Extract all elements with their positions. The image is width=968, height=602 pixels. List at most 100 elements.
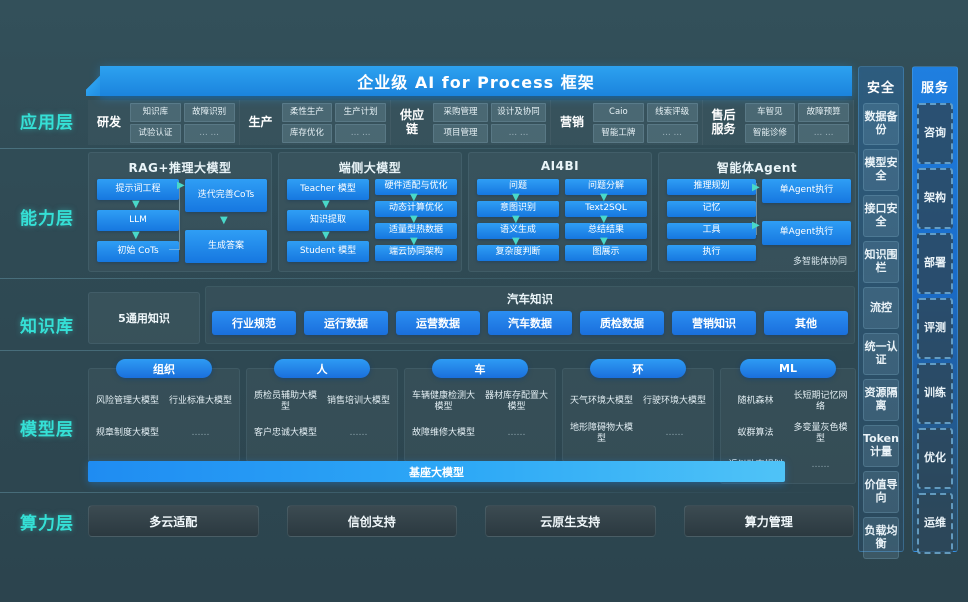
security-item[interactable]: 资源隔离 bbox=[863, 379, 899, 421]
security-item[interactable]: 接口安全 bbox=[863, 195, 899, 237]
capability-box[interactable]: Teacher 模型 bbox=[287, 179, 369, 200]
model-cell[interactable]: 客户忠诚大模型 bbox=[253, 428, 317, 439]
security-item[interactable]: 模型安全 bbox=[863, 149, 899, 191]
application-cell[interactable]: 采购管理 bbox=[433, 102, 488, 122]
security-item[interactable]: 流控 bbox=[863, 287, 899, 329]
security-item[interactable]: 数据备份 bbox=[863, 103, 899, 145]
knowledge-pill[interactable]: 营销知识 bbox=[672, 311, 756, 335]
capability-box[interactable]: 适量型热数据 bbox=[375, 223, 457, 239]
services-item[interactable]: 优化 bbox=[917, 428, 953, 489]
application-cell[interactable]: 设计及协同 bbox=[491, 102, 546, 122]
model-cell[interactable]: 随机森林 bbox=[737, 396, 774, 407]
application-cell[interactable]: 车智见 bbox=[744, 102, 796, 122]
model-column-cap[interactable]: 环 bbox=[590, 359, 686, 378]
application-cell[interactable]: … … bbox=[491, 123, 546, 143]
security-item[interactable]: 负载均衡 bbox=[863, 517, 899, 559]
security-item[interactable]: 统一认证 bbox=[863, 333, 899, 375]
knowledge-pill[interactable]: 汽车数据 bbox=[488, 311, 572, 335]
capability-box[interactable]: 硬件适配与优化 bbox=[375, 179, 457, 195]
services-item[interactable]: 运维 bbox=[917, 493, 953, 554]
model-cell[interactable]: 车辆健康检测大模型 bbox=[411, 390, 475, 412]
capability-box[interactable]: 总结结果 bbox=[565, 223, 647, 239]
capability-box[interactable]: Text2SQL bbox=[565, 201, 647, 217]
application-cell[interactable]: … … bbox=[798, 123, 849, 143]
model-cell[interactable]: 器材库存配置大模型 bbox=[484, 390, 548, 412]
model-cell[interactable]: 风险管理大模型 bbox=[95, 396, 159, 407]
model-column-cap[interactable]: 组织 bbox=[116, 359, 212, 378]
capability-box[interactable]: 知识提取 bbox=[287, 210, 369, 231]
knowledge-pill[interactable]: 行业规范 bbox=[212, 311, 296, 335]
model-column-cap[interactable]: 车 bbox=[432, 359, 528, 378]
application-cell[interactable]: 生产计划 bbox=[335, 102, 386, 122]
services-item[interactable]: 训练 bbox=[917, 363, 953, 424]
model-cell[interactable]: …… bbox=[811, 460, 830, 471]
knowledge-pill[interactable]: 运营数据 bbox=[396, 311, 480, 335]
application-cell[interactable]: 智能工牌 bbox=[593, 123, 644, 143]
capability-box[interactable]: LLM bbox=[97, 210, 179, 231]
model-cell[interactable]: …… bbox=[191, 428, 210, 439]
capability-box[interactable]: 问题分解 bbox=[565, 179, 647, 195]
model-cell[interactable]: 地形障碍物大模型 bbox=[569, 422, 633, 444]
capability-box[interactable]: 生成答案 bbox=[185, 230, 267, 263]
compute-box[interactable]: 信创支持 bbox=[286, 505, 457, 537]
capability-box[interactable]: 复杂度判断 bbox=[477, 245, 559, 261]
application-cell[interactable]: 智能诊修 bbox=[744, 123, 796, 143]
model-cell[interactable]: 多变量灰色模型 bbox=[793, 422, 848, 444]
capability-box[interactable]: 语义生成 bbox=[477, 223, 559, 239]
security-item[interactable]: Token计量 bbox=[863, 425, 899, 467]
model-cell[interactable]: 质检员辅助大模型 bbox=[253, 390, 317, 412]
services-item[interactable]: 部署 bbox=[917, 233, 953, 294]
services-item[interactable]: 咨询 bbox=[917, 103, 953, 164]
application-cell[interactable]: 线索评级 bbox=[646, 102, 698, 122]
capability-box[interactable]: 工具 bbox=[667, 223, 756, 239]
model-cell[interactable]: 销售培训大模型 bbox=[326, 396, 390, 407]
model-column-cap[interactable]: ML bbox=[740, 359, 836, 378]
capability-box[interactable]: 迭代完善CoTs bbox=[185, 179, 267, 212]
capability-box[interactable]: 提示词工程 bbox=[97, 179, 179, 200]
application-cell[interactable]: 故障识别 bbox=[183, 102, 235, 122]
application-cell[interactable]: Caio bbox=[593, 102, 644, 122]
capability-box[interactable]: 初始 CoTs bbox=[97, 241, 179, 262]
application-cell[interactable]: … … bbox=[183, 123, 235, 143]
security-item[interactable]: 知识围栏 bbox=[863, 241, 899, 283]
model-cell[interactable]: 天气环境大模型 bbox=[569, 396, 633, 407]
model-cell[interactable]: …… bbox=[665, 428, 684, 439]
capability-box[interactable]: 动态计算优化 bbox=[375, 201, 457, 217]
capability-box[interactable]: 单Agent执行 bbox=[762, 179, 851, 203]
capability-box[interactable]: 记忆 bbox=[667, 201, 756, 217]
knowledge-generic-box[interactable]: 5通用知识 bbox=[88, 292, 200, 344]
application-cell[interactable]: … … bbox=[335, 123, 386, 143]
compute-box[interactable]: 云原生支持 bbox=[485, 505, 656, 537]
model-cell[interactable]: 行业标准大模型 bbox=[168, 396, 232, 407]
model-cell[interactable]: 行驶环境大模型 bbox=[642, 396, 706, 407]
application-cell[interactable]: 项目管理 bbox=[433, 123, 488, 143]
capability-box[interactable]: 单Agent执行 bbox=[762, 221, 851, 245]
capability-box[interactable]: 意图识别 bbox=[477, 201, 559, 217]
services-item[interactable]: 评测 bbox=[917, 298, 953, 359]
model-cell[interactable]: 长短期记忆网络 bbox=[793, 390, 848, 412]
knowledge-pill[interactable]: 质检数据 bbox=[580, 311, 664, 335]
application-cell[interactable]: 知识库 bbox=[130, 102, 181, 122]
model-cell[interactable]: 蚁群算法 bbox=[737, 428, 774, 439]
knowledge-pill[interactable]: 其他 bbox=[764, 311, 848, 335]
model-cell[interactable]: 故障维修大模型 bbox=[411, 428, 475, 439]
model-cell[interactable]: …… bbox=[349, 428, 368, 439]
services-item[interactable]: 架构 bbox=[917, 168, 953, 229]
knowledge-pill[interactable]: 运行数据 bbox=[304, 311, 388, 335]
model-cell[interactable]: …… bbox=[507, 428, 526, 439]
compute-box[interactable]: 算力管理 bbox=[683, 505, 854, 537]
capability-box[interactable]: Student 模型 bbox=[287, 241, 369, 262]
application-cell[interactable]: … … bbox=[646, 123, 698, 143]
application-cell[interactable]: 试验认证 bbox=[130, 123, 181, 143]
capability-box[interactable]: 端云协同架构 bbox=[375, 245, 457, 261]
application-cell[interactable]: 柔性生产 bbox=[281, 102, 333, 122]
application-cell[interactable]: 故障预算 bbox=[798, 102, 849, 122]
capability-box[interactable]: 推理规划 bbox=[667, 179, 756, 195]
capability-box[interactable]: 问题 bbox=[477, 179, 559, 195]
model-column-cap[interactable]: 人 bbox=[274, 359, 370, 378]
application-cell[interactable]: 库存优化 bbox=[281, 123, 333, 143]
security-item[interactable]: 价值导向 bbox=[863, 471, 899, 513]
model-cell[interactable]: 规章制度大模型 bbox=[95, 428, 159, 439]
capability-box[interactable]: 图展示 bbox=[565, 245, 647, 261]
compute-box[interactable]: 多云适配 bbox=[88, 505, 259, 537]
